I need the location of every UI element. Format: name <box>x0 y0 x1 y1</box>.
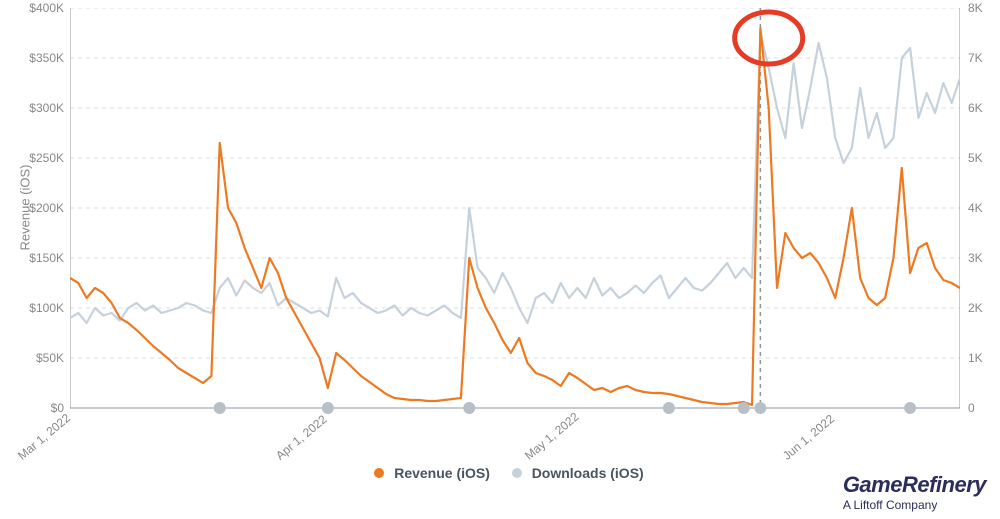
brand-name: GameRefinery <box>843 472 986 498</box>
brand-logo: GameRefinery A Liftoff Company <box>843 472 986 512</box>
left-axis-label: Revenue (iOS) <box>17 165 32 251</box>
plot-area <box>70 8 960 422</box>
legend-label-downloads: Downloads (iOS) <box>532 465 644 481</box>
legend-label-revenue: Revenue (iOS) <box>394 465 490 481</box>
brand-subtitle: A Liftoff Company <box>843 498 986 512</box>
legend-dot-revenue <box>374 468 384 478</box>
legend-dot-downloads <box>512 468 522 478</box>
chart-container: $0$50K$100K$150K$200K$250K$300K$350K$400… <box>0 0 1000 519</box>
